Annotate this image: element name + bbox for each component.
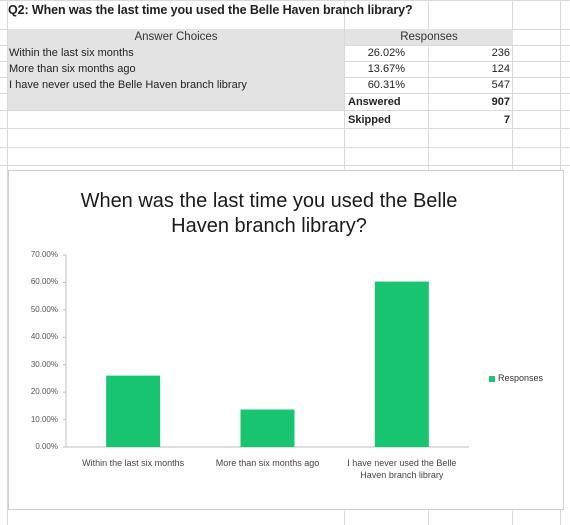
x-tick-label: I have never used the Belle Haven branch…	[347, 458, 457, 480]
bar	[106, 375, 161, 447]
legend-label: Responses	[498, 373, 544, 383]
grid-line	[0, 147, 570, 148]
grid-line	[7, 0, 8, 525]
row-count: 124	[491, 63, 510, 75]
y-tick-label: 20.00%	[30, 387, 58, 397]
bar	[374, 281, 429, 447]
y-tick-label: 30.00%	[30, 359, 58, 369]
grid-line	[0, 110, 570, 111]
choices-shade	[8, 29, 344, 110]
row-percent: 60.31%	[367, 79, 405, 91]
x-tick-label: More than six months ago	[215, 458, 320, 468]
y-tick-label: 10.00%	[30, 414, 58, 424]
skipped-value: 7	[503, 114, 510, 126]
grid-line	[0, 165, 570, 166]
skipped-label: Skipped	[348, 114, 391, 126]
row-label: I have never used the Belle Haven branch…	[9, 79, 247, 91]
answered-label: Answered	[348, 96, 401, 108]
y-tick-label: 0.00%	[35, 442, 58, 451]
bar-chart: When was the last time you used the Bell…	[8, 170, 564, 510]
y-tick-label: 50.00%	[30, 304, 58, 314]
row-count: 547	[491, 79, 510, 91]
y-tick-label: 60.00%	[30, 277, 58, 287]
question-title: Q2: When was the last time you used the …	[8, 3, 413, 17]
responses-header-shade	[345, 29, 513, 45]
legend: Responses	[489, 373, 543, 383]
grid-line	[0, 128, 570, 129]
bar	[240, 409, 295, 447]
legend-swatch	[489, 375, 495, 382]
row-percent: 13.67%	[367, 63, 405, 75]
row-label: More than six months ago	[9, 63, 136, 75]
chart-title: When was the last time you used the Bell…	[80, 190, 458, 237]
x-tick-label: Within the last six months	[82, 458, 185, 468]
plot-area	[63, 254, 469, 448]
answered-value: 907	[491, 96, 510, 108]
y-tick-label: 40.00%	[30, 332, 58, 342]
row-label: Within the last six months	[9, 47, 134, 59]
row-count: 236	[491, 47, 510, 59]
y-tick-label: 70.00%	[30, 250, 58, 259]
answer-choices-header: Answer Choices	[134, 31, 218, 43]
row-percent: 26.02%	[367, 47, 405, 59]
grid-line	[0, 0, 570, 1]
responses-header: Responses	[400, 31, 458, 43]
